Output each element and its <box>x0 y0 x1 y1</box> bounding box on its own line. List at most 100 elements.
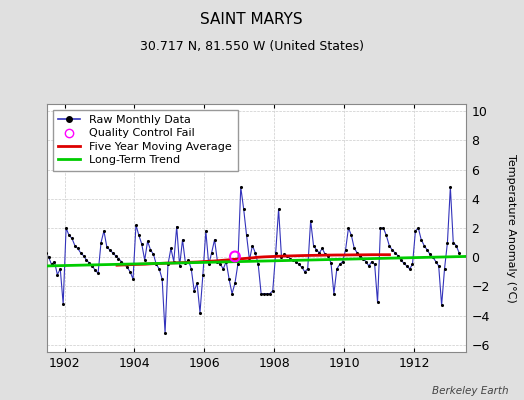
Point <box>216 261 225 268</box>
Point <box>73 245 82 252</box>
Point <box>59 301 68 307</box>
Point <box>239 206 248 212</box>
Point <box>295 261 303 268</box>
Point <box>391 250 399 256</box>
Point <box>353 250 362 256</box>
Point <box>202 228 210 234</box>
Point <box>330 290 338 297</box>
Point <box>135 232 143 238</box>
Point <box>30 247 38 253</box>
Point <box>41 250 50 256</box>
Point <box>251 250 259 256</box>
Text: Berkeley Earth: Berkeley Earth <box>432 386 508 396</box>
Point <box>434 263 443 269</box>
Point <box>71 242 79 249</box>
Point <box>359 256 367 262</box>
Point <box>367 258 376 265</box>
Point <box>414 225 422 231</box>
Point <box>65 232 73 238</box>
Point <box>100 228 108 234</box>
Point <box>53 272 61 278</box>
Point <box>114 256 123 262</box>
Point <box>45 254 53 260</box>
Point <box>33 251 41 258</box>
Point <box>236 184 245 190</box>
Point <box>280 251 289 258</box>
Point <box>91 267 100 274</box>
Point <box>257 290 265 297</box>
Point <box>420 242 428 249</box>
Point <box>335 261 344 268</box>
Point <box>126 268 134 275</box>
Point <box>385 242 394 249</box>
Point <box>204 261 213 268</box>
Point <box>152 261 160 268</box>
Point <box>155 266 163 272</box>
Point <box>382 232 390 238</box>
Point <box>27 238 35 244</box>
Point <box>68 235 76 242</box>
Point <box>269 288 277 294</box>
Point <box>289 257 297 263</box>
Point <box>120 261 128 268</box>
Point <box>271 250 280 256</box>
Point <box>161 330 169 336</box>
Point <box>277 254 286 260</box>
Point <box>47 261 56 268</box>
Point <box>307 218 315 224</box>
Point <box>356 252 364 259</box>
Point <box>77 250 85 256</box>
Point <box>408 261 417 268</box>
Point <box>210 236 219 243</box>
Point <box>146 247 155 253</box>
Point <box>402 263 411 269</box>
Point <box>423 247 431 253</box>
Point <box>429 254 437 260</box>
Point <box>39 241 47 247</box>
Text: SAINT MARYS: SAINT MARYS <box>200 12 303 27</box>
Point <box>196 310 204 316</box>
Point <box>333 266 341 272</box>
Point <box>275 206 283 212</box>
Point <box>339 258 347 265</box>
Point <box>443 239 452 246</box>
Point <box>213 258 222 265</box>
Point <box>449 239 457 246</box>
Point <box>170 258 178 265</box>
Point <box>140 257 149 263</box>
Point <box>397 257 405 263</box>
Point <box>88 263 96 269</box>
Point <box>36 245 44 252</box>
Y-axis label: Temperature Anomaly (°C): Temperature Anomaly (°C) <box>506 154 516 302</box>
Point <box>394 252 402 259</box>
Point <box>379 225 388 231</box>
Text: 30.717 N, 81.550 W (United States): 30.717 N, 81.550 W (United States) <box>139 40 364 53</box>
Point <box>254 261 263 268</box>
Point <box>79 252 88 259</box>
Point <box>208 250 216 256</box>
Point <box>426 251 434 258</box>
Point <box>347 232 356 238</box>
Point <box>374 299 382 306</box>
Point <box>164 261 172 268</box>
Point <box>178 236 187 243</box>
Point <box>138 241 146 247</box>
Point <box>222 258 231 265</box>
Point <box>181 260 190 266</box>
Point <box>344 225 353 231</box>
Point <box>283 252 291 259</box>
Point <box>303 266 312 272</box>
Point <box>187 266 195 272</box>
Point <box>132 222 140 228</box>
Point <box>370 261 379 268</box>
Point <box>341 247 350 253</box>
Point <box>193 280 201 287</box>
Point <box>327 260 335 266</box>
Point <box>167 245 175 252</box>
Point <box>50 258 59 265</box>
Point <box>432 258 440 265</box>
Point <box>219 266 227 272</box>
Point <box>105 247 114 253</box>
Point <box>455 250 463 256</box>
Point <box>117 258 126 265</box>
